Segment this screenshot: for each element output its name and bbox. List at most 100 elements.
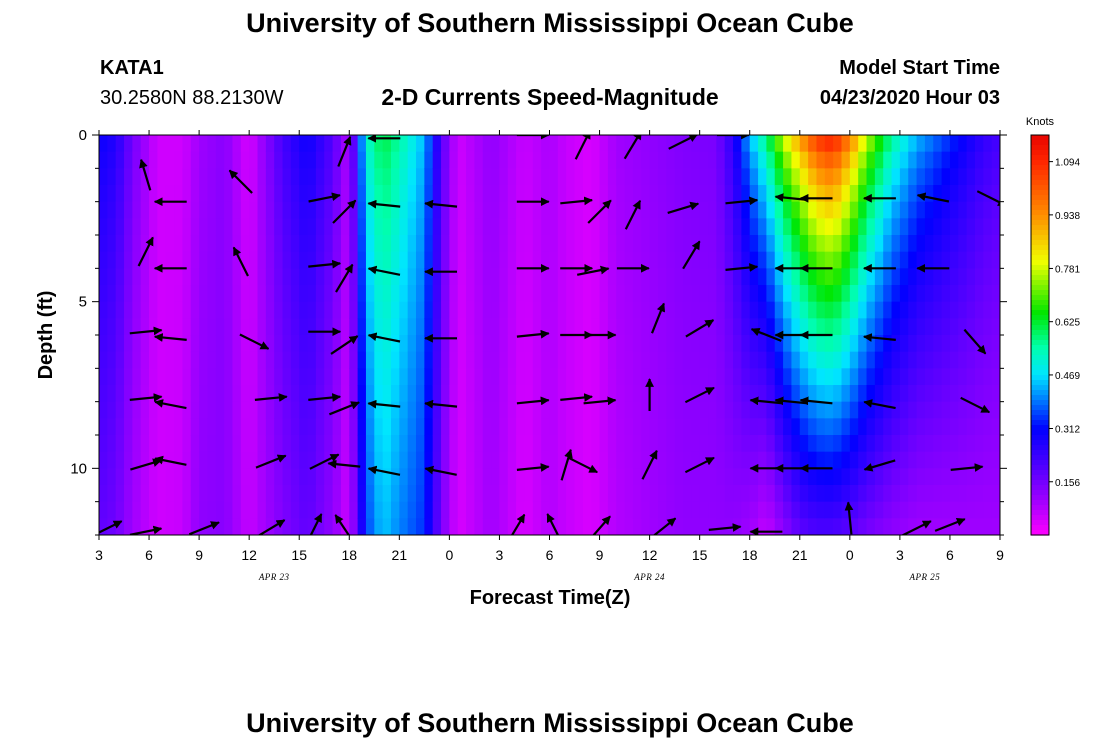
heatmap-cell (691, 368, 701, 386)
heatmap-cell (416, 418, 425, 436)
heatmap-cell (399, 201, 409, 219)
heatmap-cell (332, 435, 342, 453)
heatmap-cell (524, 368, 534, 386)
colorbar-segment (1031, 380, 1049, 386)
heatmap-cell (599, 451, 609, 469)
heatmap-cell (983, 418, 993, 436)
heatmap-cell (257, 385, 267, 403)
heatmap-cell (574, 285, 584, 303)
colorbar-segment (1031, 280, 1049, 286)
heatmap-cell (908, 385, 918, 403)
heatmap-cell (758, 168, 767, 186)
heatmap-cell (966, 435, 976, 453)
heatmap-cell (883, 518, 893, 535)
heatmap-cell (157, 418, 167, 436)
heatmap-cell (816, 385, 826, 403)
heatmap-cell (165, 485, 175, 503)
heatmap-cell (441, 151, 450, 169)
x-tick-label: 0 (846, 547, 854, 563)
heatmap-cell (382, 418, 392, 436)
heatmap-cell (641, 485, 651, 503)
heatmap-cell (624, 251, 634, 269)
heatmap-cell (741, 368, 751, 386)
heatmap-cell (282, 418, 292, 436)
heatmap-cell (132, 251, 142, 269)
heatmap-cell (641, 201, 651, 219)
heatmap-cell (374, 368, 384, 386)
heatmap-cell (240, 335, 250, 353)
colorbar-segment (1031, 430, 1049, 436)
heatmap-cell (390, 185, 400, 203)
heatmap-cell (708, 468, 717, 486)
heatmap-cell (699, 485, 709, 503)
heatmap-cell (290, 451, 300, 469)
heatmap-cell (365, 401, 375, 419)
heatmap-cell (299, 401, 309, 419)
heatmap-cell (941, 351, 951, 369)
heatmap-cell (841, 435, 851, 453)
heatmap-cell (507, 251, 517, 269)
heatmap-cell (324, 435, 334, 453)
heatmap-cell (232, 335, 242, 353)
heatmap-cell (632, 168, 642, 186)
heatmap-cell (182, 201, 192, 219)
heatmap-cell (582, 401, 592, 419)
heatmap-cell (224, 335, 234, 353)
heatmap-cell (416, 251, 425, 269)
heatmap-cell (132, 318, 142, 336)
heatmap-cell (974, 351, 984, 369)
heatmap-cell (666, 451, 676, 469)
heatmap-cell (674, 285, 684, 303)
heatmap-cell (482, 401, 492, 419)
heatmap-cell (741, 435, 751, 453)
heatmap-cell (466, 168, 476, 186)
heatmap-cell (699, 301, 709, 319)
heatmap-cell (557, 185, 567, 203)
heatmap-cell (274, 218, 284, 236)
heatmap-cell (758, 435, 767, 453)
heatmap-cell (582, 135, 592, 153)
heatmap-cell (466, 401, 476, 419)
heatmap-cell (816, 218, 826, 236)
heatmap-cell (332, 268, 342, 286)
colorbar-tick-label: 0.156 (1055, 478, 1080, 489)
colorbar-segment (1031, 195, 1049, 201)
heatmap-cell (541, 218, 551, 236)
heatmap-cell (165, 268, 175, 286)
heatmap-cell (766, 451, 776, 469)
heatmap-cell (466, 185, 476, 203)
heatmap-cell (649, 285, 659, 303)
current-vector (684, 456, 715, 474)
heatmap-cell (482, 318, 492, 336)
heatmap-cell (933, 218, 943, 236)
heatmap-cell (174, 451, 184, 469)
heatmap-cell (607, 351, 617, 369)
heatmap-cell (974, 268, 984, 286)
heatmap-cell (858, 451, 868, 469)
heatmap-cell (324, 485, 334, 503)
colorbar-segment (1031, 205, 1049, 211)
heatmap-cell (924, 451, 934, 469)
heatmap-cell (157, 385, 167, 403)
heatmap-cell (949, 385, 959, 403)
current-vector (725, 196, 759, 206)
heatmap-cell (708, 351, 717, 369)
heatmap-cell (774, 251, 784, 269)
heatmap-cell (591, 485, 601, 503)
heatmap-cell (507, 168, 517, 186)
heatmap-cell (616, 285, 626, 303)
heatmap-cell (491, 235, 501, 253)
heatmap-cell (616, 351, 626, 369)
heatmap-cell (591, 451, 601, 469)
heatmap-cell (499, 501, 509, 519)
heatmap-cell (849, 168, 859, 186)
heatmap-cell (591, 368, 601, 386)
heatmap-cell (624, 385, 634, 403)
heatmap-cell (591, 251, 601, 269)
heatmap-cell (199, 318, 209, 336)
heatmap-cell (724, 235, 734, 253)
colorbar-segment (1031, 455, 1049, 461)
heatmap-cell (132, 335, 142, 353)
heatmap-cell (474, 485, 484, 503)
heatmap-cell (207, 368, 217, 386)
